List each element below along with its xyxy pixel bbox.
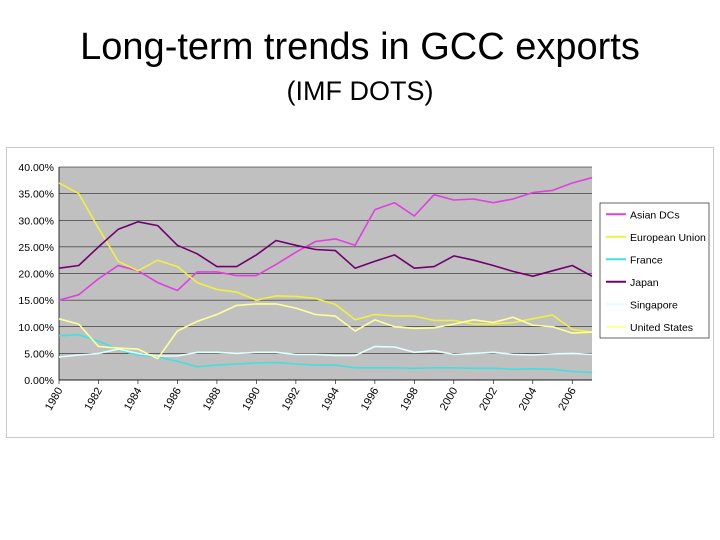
legend-label: Asian DCs — [630, 209, 680, 221]
x-tick-label: 1998 — [398, 386, 421, 413]
legend-box — [599, 202, 710, 339]
legend-label: United States — [630, 322, 693, 334]
chart-frame: 0.00% 5.00% 10.00% 15.00% 20.00% 25.00% 30.00%… — [6, 147, 714, 438]
x-tick-label: 2006 — [556, 386, 579, 413]
series-line-asian-dcs — [58, 176, 593, 301]
y-tick-label: 10.00% — [18, 322, 54, 334]
y-tick-label: 15.00% — [18, 295, 54, 307]
x-tick-label: 2004 — [517, 386, 540, 413]
x-tick-label: 1986 — [161, 386, 184, 413]
series-line-european-union — [58, 182, 593, 333]
series-line-united-states — [58, 303, 593, 360]
x-tick-label: 1980 — [43, 386, 66, 413]
legend-label: Singapore — [630, 299, 678, 311]
x-tick-label: 2000 — [438, 386, 461, 413]
x-tick-label: 1994 — [319, 386, 342, 413]
x-tick-label: 2002 — [477, 385, 500, 412]
x-tick-label: 1990 — [240, 386, 263, 413]
slide-subtitle: (IMF DOTS) — [286, 76, 434, 106]
y-tick-label: 0.00% — [24, 375, 54, 387]
y-tick-label: 30.00% — [18, 215, 54, 227]
x-tick-label: 1988 — [201, 386, 224, 413]
line-chart: 0.00% 5.00% 10.00% 15.00% 20.00% 25.00% 30.00%… — [18, 162, 710, 413]
y-tick-label: 5.00% — [24, 348, 54, 360]
x-tick-label: 1982 — [82, 386, 105, 413]
legend-label: Japan — [630, 277, 659, 289]
y-tick-label: 20.00% — [18, 269, 54, 281]
legend-label: France — [630, 254, 663, 266]
x-tick-label: 1996 — [359, 386, 382, 413]
y-tick-label: 35.00% — [18, 189, 54, 201]
series-line-france — [58, 333, 593, 374]
slide-title: Long-term trends in GCC exports — [80, 26, 640, 68]
y-tick-label: 40.00% — [18, 162, 54, 174]
series-line-japan — [58, 221, 593, 277]
x-tick-label: 1992 — [280, 386, 303, 413]
y-tick-label: 25.00% — [18, 242, 54, 254]
x-tick-label: 1984 — [122, 386, 145, 413]
legend-label: European Union — [630, 232, 706, 244]
